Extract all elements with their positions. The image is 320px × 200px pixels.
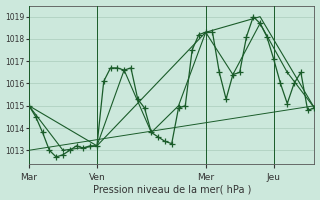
X-axis label: Pression niveau de la mer( hPa ): Pression niveau de la mer( hPa ) — [92, 184, 251, 194]
